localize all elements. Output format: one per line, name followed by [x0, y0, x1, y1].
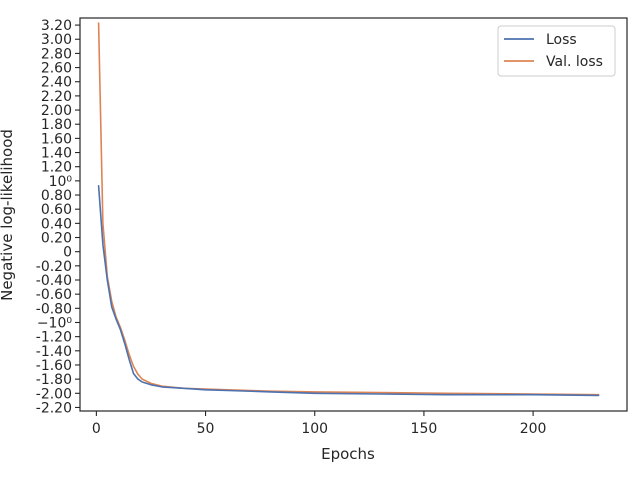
y-tick-label: 0 [63, 245, 72, 261]
y-tick-label: -2.20 [36, 400, 72, 416]
x-axis-label: Epochs [321, 445, 375, 463]
y-tick-label: -0.60 [36, 287, 72, 303]
axes: 0 50 100 150 200 -2.20-2.00-1.80-1.60-1.40-1.… [36, 18, 547, 437]
y-tick-label: -1.20 [36, 330, 72, 346]
x-tick-label: 50 [197, 421, 215, 437]
x-tick-label: 0 [92, 421, 101, 437]
y-tick-label: 2.40 [41, 75, 72, 91]
y-tick-label: 10⁰ [49, 174, 73, 190]
legend-label-val-loss: Val. loss [546, 54, 603, 70]
y-tick-label: -1.80 [36, 372, 72, 388]
y-tick-label: 0.40 [41, 216, 72, 232]
legend-label-loss: Loss [546, 32, 577, 48]
x-tick-label: 100 [301, 421, 328, 437]
y-tick-label: -1.40 [36, 344, 72, 360]
y-tick-label: 1.20 [41, 160, 72, 176]
legend: Loss Val. loss [497, 25, 616, 77]
y-tick-label: 0.60 [41, 202, 72, 218]
y-tick-label: 0.80 [41, 188, 72, 204]
series-line-val-loss [97, 22, 600, 396]
y-tick-label: 3.20 [41, 18, 72, 34]
y-tick-label: 2.20 [41, 89, 72, 105]
x-tick-label: 200 [520, 421, 547, 437]
y-tick-label: 1.60 [41, 131, 72, 147]
y-tick-label: 0.20 [41, 231, 72, 247]
y-tick-label: 1.80 [41, 117, 72, 133]
y-tick-label: 2.00 [41, 103, 72, 119]
y-tick-label: 3.00 [41, 32, 72, 48]
plot-frame [79, 17, 628, 412]
y-tick-label: 2.80 [41, 46, 72, 62]
y-tick-label: -0.80 [36, 301, 72, 317]
x-tick-label: 150 [411, 421, 438, 437]
y-tick-label: -0.20 [36, 259, 72, 275]
y-axis-label: Negative log-likelihood [0, 129, 16, 301]
y-tick-label: -1.60 [36, 358, 72, 374]
y-tick-label: -0.40 [36, 273, 72, 289]
y-tick-label: −10⁰ [37, 315, 73, 331]
plot-area [97, 22, 600, 397]
y-tick-label: -2.00 [36, 386, 72, 402]
y-tick-label: 2.60 [41, 61, 72, 77]
series-line-loss [97, 185, 600, 397]
y-tick-label: 1.40 [41, 146, 72, 162]
